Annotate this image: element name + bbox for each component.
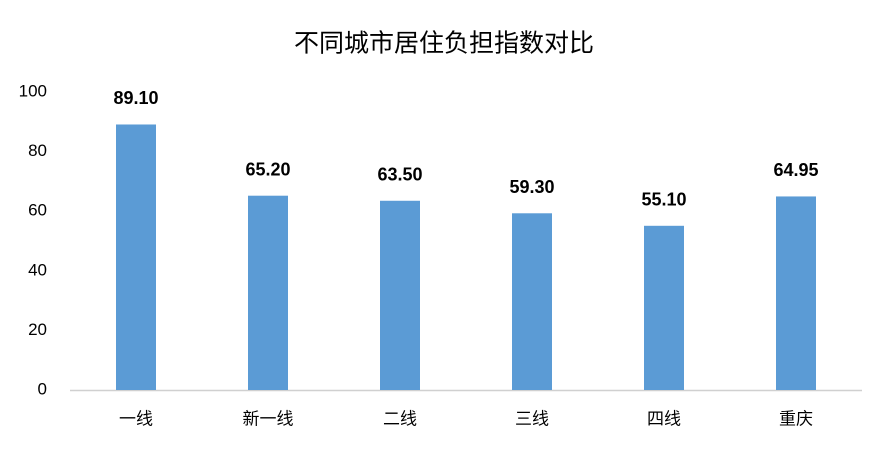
value-label: 59.30 xyxy=(509,177,554,197)
bar xyxy=(512,213,552,390)
y-tick-label: 60 xyxy=(28,201,47,220)
value-label: 63.50 xyxy=(377,165,422,185)
x-tick-label: 四线 xyxy=(647,409,681,428)
bar xyxy=(776,196,816,390)
y-tick-label: 80 xyxy=(28,141,47,160)
y-tick-label: 0 xyxy=(38,379,47,398)
bar xyxy=(644,225,684,390)
chart-title: 不同城市居住负担指数对比 xyxy=(294,30,594,58)
bar xyxy=(248,195,288,390)
x-tick-label: 二线 xyxy=(383,409,417,428)
x-tick-label: 重庆 xyxy=(779,409,813,428)
x-tick-label: 新一线 xyxy=(243,409,294,428)
value-label: 64.95 xyxy=(773,160,818,180)
value-label: 89.10 xyxy=(113,88,158,108)
y-tick-label: 20 xyxy=(28,320,47,339)
x-tick-label: 一线 xyxy=(119,409,153,428)
value-label: 65.20 xyxy=(245,159,290,179)
bar xyxy=(380,200,420,390)
value-label: 55.10 xyxy=(641,190,686,210)
bar xyxy=(116,124,156,391)
y-tick-label: 100 xyxy=(19,81,47,100)
y-tick-label: 40 xyxy=(28,260,47,279)
x-tick-label: 三线 xyxy=(515,409,549,428)
